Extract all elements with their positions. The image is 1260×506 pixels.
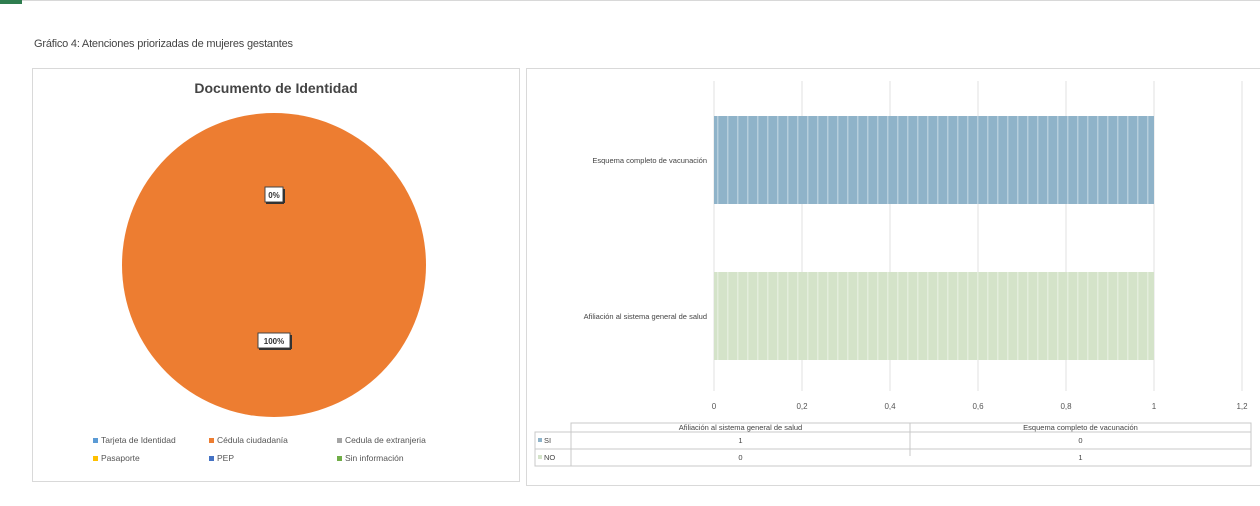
legend-item: Cédula ciudadanía (209, 435, 288, 445)
data-table-cell: 1 (1078, 453, 1082, 462)
data-table-cell: 0 (1078, 436, 1082, 445)
x-tick-label: 0,6 (972, 402, 984, 411)
data-table-row (534, 448, 1252, 467)
legend-swatch (209, 456, 214, 462)
data-table-row-label: NO (544, 453, 555, 462)
legend-label: PEP (217, 453, 235, 463)
x-tick-label: 0,2 (796, 402, 808, 411)
x-tick-label: 0 (712, 402, 717, 411)
legend-label: Sin información (345, 453, 404, 463)
legend-item: Tarjeta de Identidad (93, 435, 176, 445)
category-label: Esquema completo de vacunación (592, 156, 707, 165)
legend-item: Pasaporte (93, 453, 140, 463)
pie-chart-panel: Documento de Identidad 0% 100% Tarjeta de… (32, 68, 520, 482)
bar-chart: 0 0,2 0,4 0,6 0,8 1 1,2 Esquema completo de vac… (534, 81, 1252, 467)
top-divider (0, 0, 1260, 5)
x-tick-label: 0,4 (884, 402, 896, 411)
data-table-header: Esquema completo de vacunación (1023, 423, 1138, 432)
legend-label: Tarjeta de Identidad (101, 435, 176, 445)
legend-item: Cedula de extranjeria (337, 435, 426, 445)
data-table-cell: 1 (738, 436, 742, 445)
legend-swatch (93, 438, 98, 444)
legend-swatch (337, 456, 342, 462)
pie-slice (122, 113, 426, 417)
pie-chart: 0% 100% (122, 113, 426, 417)
x-tick-label: 1 (1152, 402, 1157, 411)
data-table-header: Afiliación al sistema general de salud (679, 423, 802, 432)
data-table-swatch (538, 438, 542, 442)
legend-label: Pasaporte (101, 453, 140, 463)
figure-caption: Gráfico 4: Atenciones priorizadas de muj… (34, 38, 293, 50)
legend-item: Sin información (337, 453, 404, 463)
legend-swatch (209, 438, 214, 444)
legend-label: Cédula ciudadanía (217, 435, 288, 445)
data-table-header-row (570, 422, 1252, 433)
category-label: Afiliación al sistema general de salud (584, 312, 707, 321)
pie-chart-title: Documento de Identidad (194, 80, 358, 96)
bar (714, 272, 1154, 360)
bar-chart-panel: 0 0,2 0,4 0,6 0,8 1 1,2 Esquema completo de vac… (526, 68, 1260, 486)
x-tick-label: 1,2 (1236, 402, 1248, 411)
legend-swatch (337, 438, 342, 444)
pie-data-label: 100% (264, 337, 284, 346)
data-table-cell: 0 (738, 453, 742, 462)
top-accent-mark (0, 0, 22, 4)
legend-item: PEP (209, 453, 234, 463)
data-table: Afiliación al sistema general de salud Es… (534, 422, 1252, 467)
legend-swatch (93, 456, 98, 462)
bar (714, 116, 1154, 204)
data-table-row-label: SI (544, 436, 551, 445)
data-table-row (534, 431, 1252, 450)
data-table-swatch (538, 455, 542, 459)
pie-data-label: 0% (268, 191, 280, 200)
x-tick-label: 0,8 (1060, 402, 1072, 411)
legend-label: Cedula de extranjeria (345, 435, 426, 445)
